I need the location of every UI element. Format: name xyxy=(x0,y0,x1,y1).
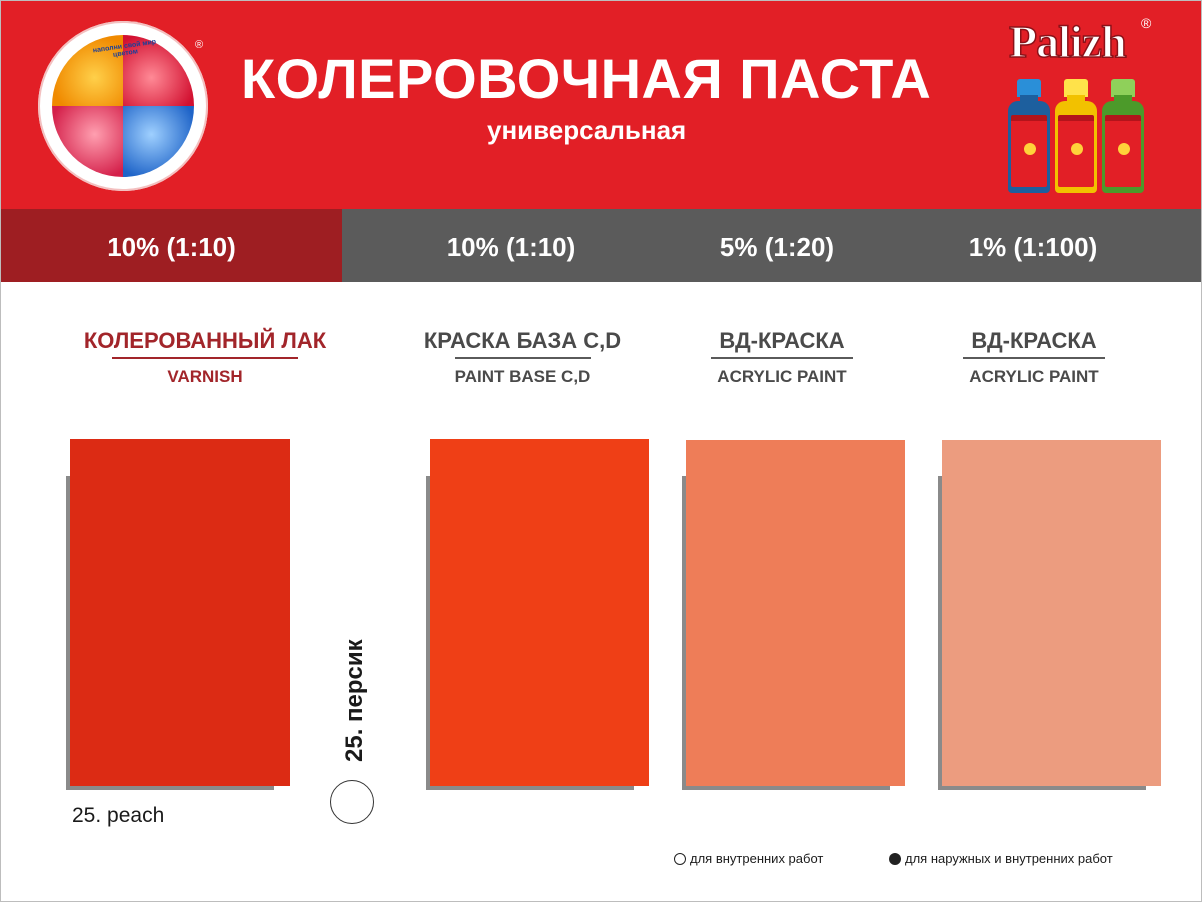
heading-paint-base: КРАСКА БАЗА С,D PAINT BASE C,D xyxy=(400,328,645,387)
heading-acrylic-5: ВД-КРАСКА ACRYLIC PAINT xyxy=(686,328,878,387)
heading-acrylic-5-subtitle: ACRYLIC PAINT xyxy=(717,367,847,386)
ratio-paint-base: 10% (1:10) xyxy=(446,232,576,262)
fruit-logo-image xyxy=(52,35,194,177)
product-bottle xyxy=(1008,79,1050,193)
heading-acrylic-1: ВД-КРАСКА ACRYLIC PAINT xyxy=(942,328,1126,387)
heading-varnish: КОЛЕРОВАННЫЙ ЛАК VARNISH xyxy=(60,328,350,387)
open-circle-icon xyxy=(674,852,686,865)
swatch-varnish-color xyxy=(70,439,290,786)
ratio-acrylic-5: 5% (1:20) xyxy=(719,232,835,262)
heading-paint-base-title: КРАСКА БАЗА С,D xyxy=(423,328,622,353)
heading-acrylic-5-title: ВД-КРАСКА xyxy=(719,328,845,353)
filled-circle-icon xyxy=(889,852,901,865)
brand-logo: наполни свой мир цветом xyxy=(38,21,208,191)
heading-varnish-title: КОЛЕРОВАННЫЙ ЛАК xyxy=(83,328,327,353)
product-bottle xyxy=(1055,79,1097,193)
legend-indoor: для внутренних работ xyxy=(674,851,823,866)
heading-underline xyxy=(112,357,298,359)
heading-underline xyxy=(454,357,591,359)
legend-outdoor-indoor-text: для наружных и внутренних работ xyxy=(905,851,1113,866)
page-title: КОЛЕРОВОЧНАЯ ПАСТА xyxy=(241,47,932,110)
heading-varnish-subtitle: VARNISH xyxy=(167,367,243,386)
color-name-ru: 25. персик xyxy=(338,612,378,762)
color-name-en: 25. peach xyxy=(72,804,165,827)
product-bottle xyxy=(1102,79,1144,193)
legend-outdoor-indoor: для наружных и внутренних работ xyxy=(889,851,1113,866)
heading-underline xyxy=(711,357,853,359)
heading-acrylic-1-title: ВД-КРАСКА xyxy=(971,328,1097,353)
indoor-use-circle-icon xyxy=(330,780,374,824)
ratio-bar: 10% (1:10) 10% (1:10) 5% (1:20) 1% (1:10… xyxy=(1,209,1201,282)
swatch-acrylic-1-color xyxy=(942,440,1161,786)
swatch-paint-base-color xyxy=(430,439,649,786)
page-subtitle: универсальная xyxy=(487,115,687,145)
heading-underline xyxy=(963,357,1105,359)
heading-paint-base-subtitle: PAINT BASE C,D xyxy=(454,367,591,386)
brand-registered-mark: ® xyxy=(1141,15,1152,31)
color-name-ru-text: 25. персик xyxy=(341,639,368,762)
ratio-acrylic-1: 1% (1:100) xyxy=(968,232,1098,262)
legend-indoor-text: для внутренних работ xyxy=(690,851,824,866)
swatch-acrylic-5-color xyxy=(686,440,905,786)
brand-logo-text: Palizh xyxy=(1008,15,1127,68)
header-banner: наполни свой мир цветом ® КОЛЕРОВОЧНАЯ П… xyxy=(1,1,1201,209)
ratio-varnish: 10% (1:10) xyxy=(1,209,342,282)
heading-acrylic-1-subtitle: ACRYLIC PAINT xyxy=(969,367,1099,386)
logo-registered-mark: ® xyxy=(195,39,204,51)
